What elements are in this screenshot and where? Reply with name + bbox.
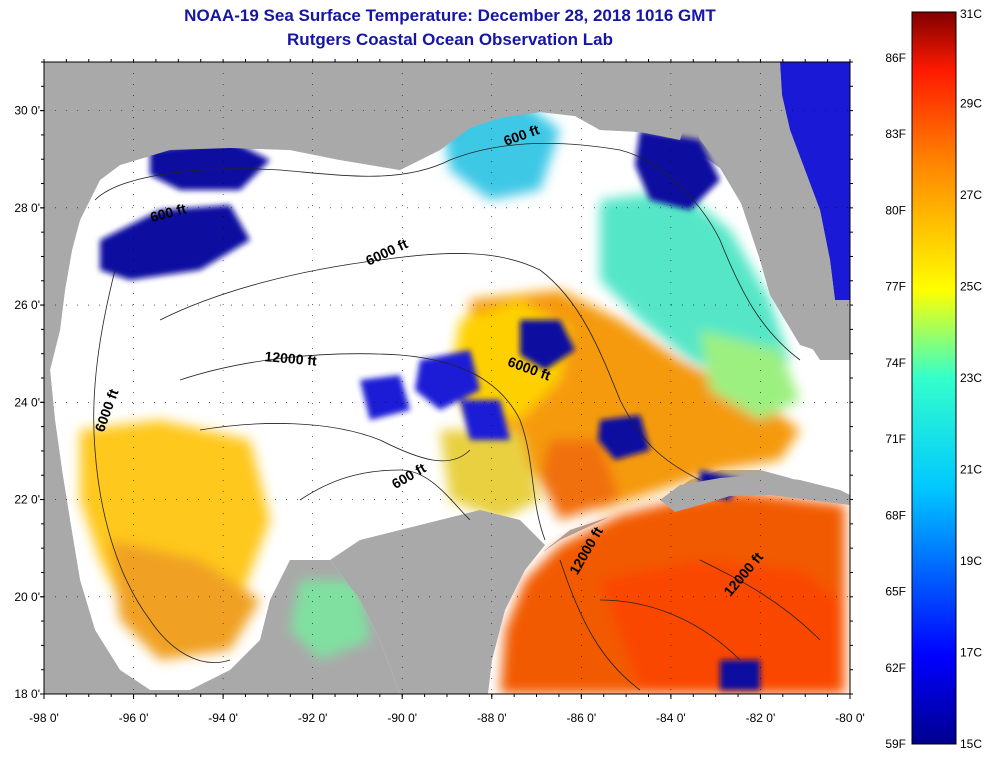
colorbar-c-label: 23C bbox=[960, 371, 982, 385]
graticule bbox=[43, 62, 851, 695]
map-subtitle: Rutgers Coastal Ocean Observation Lab bbox=[287, 30, 613, 49]
map-area bbox=[44, 62, 850, 694]
colorbar-f-label: 77F bbox=[885, 280, 906, 294]
colorbar-c-label: 17C bbox=[960, 646, 982, 660]
lat-tick-label: 24 0' bbox=[14, 395, 40, 409]
colorbar-celsius-labels: 31C 29C 27C 25C 23C 21C 19C 17C 15C bbox=[960, 7, 982, 751]
us-coast-land bbox=[100, 62, 700, 180]
contour-label: 12000 ft bbox=[264, 348, 318, 369]
colorbar-fahrenheit-labels: 86F 83F 80F 77F 74F 71F 68F 65F 62F 59F bbox=[885, 51, 906, 751]
lon-tick-label: -92 0' bbox=[298, 711, 328, 725]
lon-tick-label: -94 0' bbox=[208, 711, 238, 725]
lat-tick-label: 22 0' bbox=[14, 493, 40, 507]
lon-tick-label: -84 0' bbox=[656, 711, 686, 725]
colorbar-c-label: 31C bbox=[960, 7, 982, 21]
colorbar-c-label: 21C bbox=[960, 463, 982, 477]
longitude-labels: -98 0' -96 0' -94 0' -92 0' -90 0' -88 0' -86 … bbox=[29, 59, 865, 725]
cold-patches bbox=[100, 130, 812, 690]
lon-tick-label: -82 0' bbox=[746, 711, 776, 725]
yucatan-land bbox=[330, 510, 545, 694]
lon-tick-label: -88 0' bbox=[477, 711, 507, 725]
colorbar-c-label: 29C bbox=[960, 97, 982, 111]
lon-tick-label: -98 0' bbox=[29, 711, 59, 725]
lon-tick-label: -96 0' bbox=[119, 711, 149, 725]
colorbar-f-label: 80F bbox=[885, 203, 906, 217]
lat-tick-label: 20 0' bbox=[14, 590, 40, 604]
latitude-labels: 30 0' 28 0' 26 0' 24 0' 22 0' 20 0' 18 0' bbox=[14, 61, 853, 701]
colorbar-f-label: 74F bbox=[885, 356, 906, 370]
colorbar bbox=[911, 11, 957, 745]
lon-tick-label: -80 0' bbox=[835, 711, 865, 725]
colorbar-f-label: 62F bbox=[885, 661, 906, 675]
colorbar-c-label: 19C bbox=[960, 554, 982, 568]
lon-tick-label: -90 0' bbox=[387, 711, 417, 725]
colorbar-f-label: 71F bbox=[885, 432, 906, 446]
florida-land bbox=[690, 62, 835, 350]
map-title: NOAA-19 Sea Surface Temperature: Decembe… bbox=[184, 6, 716, 25]
colorbar-f-label: 68F bbox=[885, 508, 906, 522]
sst-field bbox=[80, 100, 845, 694]
colorbar-c-label: 27C bbox=[960, 188, 982, 202]
colorbar-f-label: 86F bbox=[885, 51, 906, 65]
colorbar-f-label: 83F bbox=[885, 127, 906, 141]
lat-tick-label: 26 0' bbox=[14, 298, 40, 312]
cuba-land bbox=[660, 475, 850, 512]
colorbar-c-label: 15C bbox=[960, 737, 982, 751]
bathymetry-contours bbox=[93, 143, 821, 691]
colorbar-f-label: 65F bbox=[885, 585, 906, 599]
lon-tick-label: -86 0' bbox=[567, 711, 597, 725]
lat-tick-label: 30 0' bbox=[14, 104, 40, 118]
colorbar-f-label: 59F bbox=[885, 737, 906, 751]
lat-tick-label: 18 0' bbox=[14, 687, 40, 701]
mexico-south-land bbox=[44, 62, 190, 694]
atlantic-water bbox=[780, 62, 850, 300]
lat-tick-label: 28 0' bbox=[14, 201, 40, 215]
colorbar-c-label: 25C bbox=[960, 280, 982, 294]
